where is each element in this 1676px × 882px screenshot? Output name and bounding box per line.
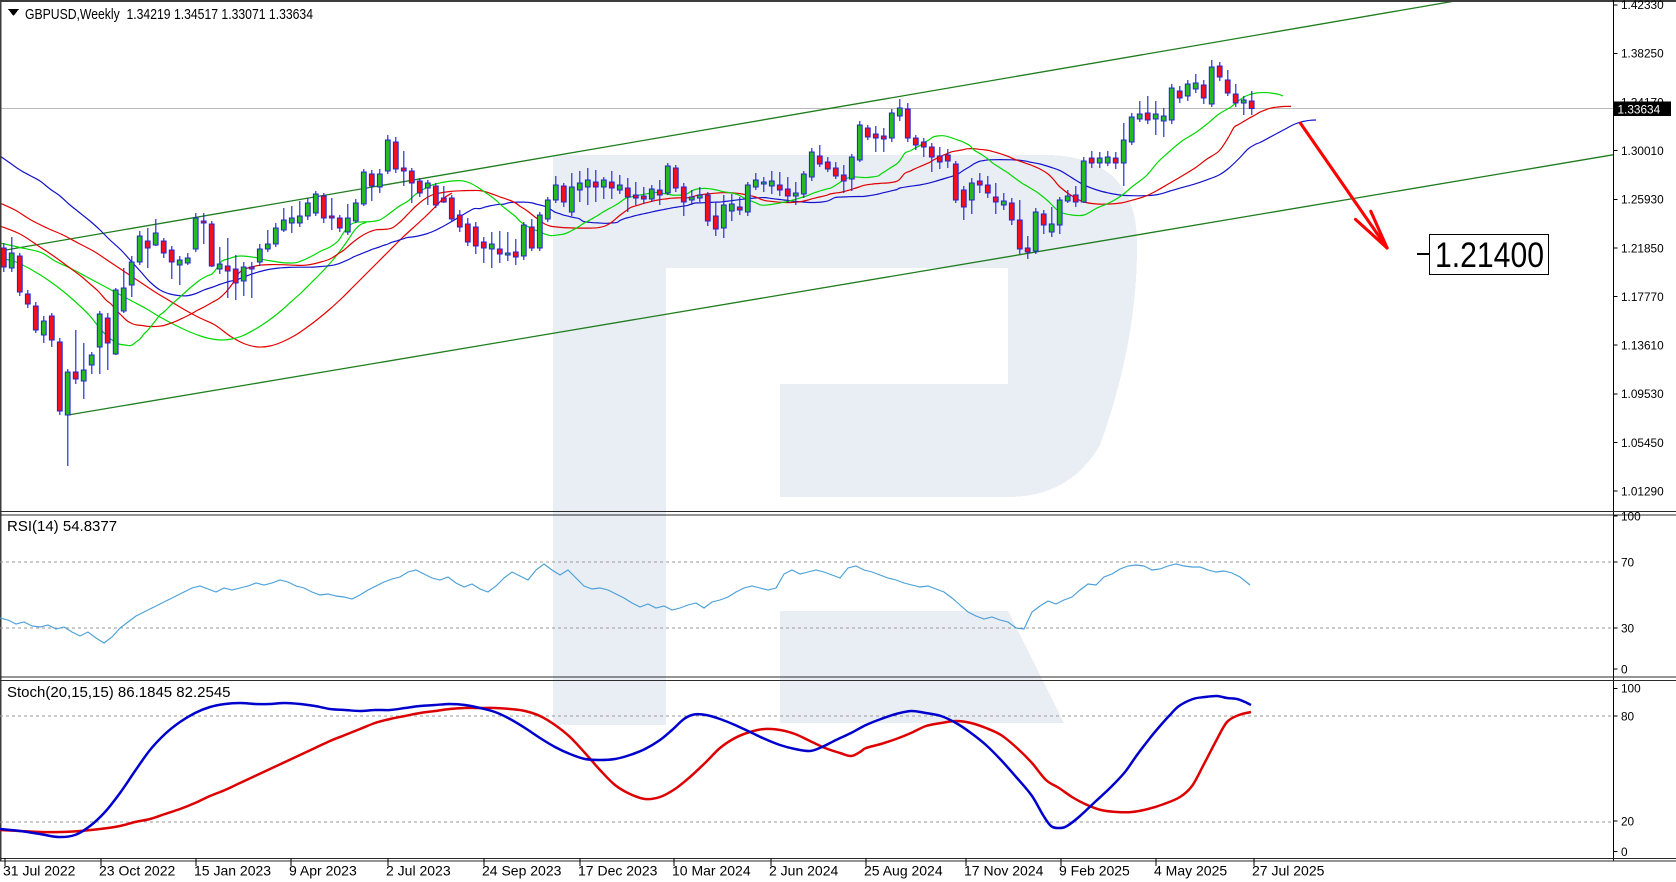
svg-text:1.21400: 1.21400 — [1435, 236, 1544, 275]
svg-text:17 Dec 2023: 17 Dec 2023 — [578, 863, 658, 879]
svg-text:1.21850: 1.21850 — [1621, 241, 1664, 255]
svg-text:30: 30 — [1621, 621, 1635, 635]
svg-text:1.05450: 1.05450 — [1621, 436, 1664, 450]
svg-text:80: 80 — [1621, 709, 1635, 723]
svg-text:24 Sep 2023: 24 Sep 2023 — [482, 863, 562, 879]
svg-text:2 Jul 2023: 2 Jul 2023 — [386, 863, 451, 879]
svg-text:23 Oct 2022: 23 Oct 2022 — [99, 863, 175, 879]
svg-text:10 Mar 2024: 10 Mar 2024 — [672, 863, 751, 879]
svg-text:1.25930: 1.25930 — [1621, 193, 1664, 207]
svg-text:Stoch(20,15,15) 86.1845 82.254: Stoch(20,15,15) 86.1845 82.2545 — [7, 684, 231, 701]
svg-text:1.38250: 1.38250 — [1621, 47, 1664, 61]
svg-text:1.13610: 1.13610 — [1621, 339, 1664, 353]
svg-text:1.30010: 1.30010 — [1621, 144, 1664, 158]
svg-text:100: 100 — [1621, 509, 1641, 523]
svg-text:70: 70 — [1621, 555, 1635, 569]
svg-text:20: 20 — [1621, 814, 1635, 828]
svg-text:0: 0 — [1621, 662, 1628, 676]
svg-text:27 Jul 2025: 27 Jul 2025 — [1252, 863, 1325, 879]
svg-text:1.42330: 1.42330 — [1621, 0, 1664, 12]
svg-text:100: 100 — [1621, 682, 1641, 696]
svg-text:17 Nov 2024: 17 Nov 2024 — [964, 863, 1044, 879]
svg-text:25 Aug 2024: 25 Aug 2024 — [864, 863, 943, 879]
svg-text:0: 0 — [1621, 845, 1628, 859]
svg-text:GBPUSD,Weekly 1.34219 1.34517: GBPUSD,Weekly 1.34219 1.34517 1.33071 1.… — [25, 6, 313, 23]
svg-text:31 Jul 2022: 31 Jul 2022 — [3, 863, 76, 879]
svg-text:9 Feb 2025: 9 Feb 2025 — [1059, 863, 1130, 879]
svg-text:RSI(14) 54.8377: RSI(14) 54.8377 — [7, 518, 117, 535]
svg-text:1.01290: 1.01290 — [1621, 484, 1664, 498]
svg-text:1.33634: 1.33634 — [1618, 102, 1661, 116]
svg-text:4 May 2025: 4 May 2025 — [1154, 863, 1227, 879]
svg-text:9 Apr 2023: 9 Apr 2023 — [289, 863, 357, 879]
svg-text:1.09530: 1.09530 — [1621, 387, 1664, 401]
svg-text:15 Jan 2023: 15 Jan 2023 — [194, 863, 271, 879]
svg-text:1.17770: 1.17770 — [1621, 290, 1664, 304]
svg-text:2 Jun 2024: 2 Jun 2024 — [769, 863, 838, 879]
